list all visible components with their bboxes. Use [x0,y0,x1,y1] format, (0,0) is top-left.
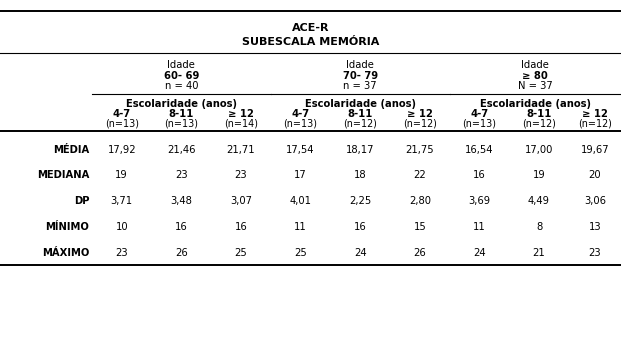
Text: ≥ 80: ≥ 80 [522,71,548,81]
Text: 21: 21 [533,248,545,258]
Text: 17,92: 17,92 [107,144,136,155]
Text: 8-11: 8-11 [527,109,551,119]
Text: 17,54: 17,54 [286,144,315,155]
Text: 2,25: 2,25 [349,196,371,206]
Text: 60- 69: 60- 69 [164,71,199,81]
Text: 23: 23 [175,170,188,181]
Text: 19: 19 [533,170,545,181]
Text: 4-7: 4-7 [291,109,310,119]
Text: Escolaridade (anos): Escolaridade (anos) [126,99,237,109]
Text: 23: 23 [235,170,247,181]
Text: 13: 13 [589,222,601,232]
Text: 26: 26 [414,248,426,258]
Text: 8: 8 [536,222,542,232]
Text: Escolaridade (anos): Escolaridade (anos) [480,99,591,109]
Text: ≥ 12: ≥ 12 [582,109,608,119]
Text: 18: 18 [354,170,366,181]
Text: (n=12): (n=12) [403,119,437,129]
Text: 25: 25 [294,248,307,258]
Text: 8-11: 8-11 [348,109,373,119]
Text: 4,01: 4,01 [289,196,312,206]
Text: 4,49: 4,49 [528,196,550,206]
Text: Idade: Idade [347,60,374,71]
Text: 10: 10 [116,222,128,232]
Text: 11: 11 [294,222,307,232]
Text: Idade: Idade [168,60,195,71]
Text: (n=14): (n=14) [224,119,258,129]
Text: (n=12): (n=12) [578,119,612,129]
Text: 24: 24 [473,248,486,258]
Text: 24: 24 [354,248,366,258]
Text: 15: 15 [414,222,426,232]
Text: N = 37: N = 37 [518,81,553,91]
Text: 4-7: 4-7 [112,109,131,119]
Text: n = 40: n = 40 [165,81,198,91]
Text: 16,54: 16,54 [465,144,494,155]
Text: (n=12): (n=12) [343,119,377,129]
Text: 22: 22 [414,170,426,181]
Text: 21,75: 21,75 [406,144,434,155]
Text: 3,06: 3,06 [584,196,606,206]
Text: 16: 16 [235,222,247,232]
Text: 21,46: 21,46 [167,144,196,155]
Text: (n=13): (n=13) [165,119,198,129]
Text: ≥ 12: ≥ 12 [407,109,433,119]
Text: MÁXIMO: MÁXIMO [42,248,89,258]
Text: 4-7: 4-7 [470,109,489,119]
Text: (n=12): (n=12) [522,119,556,129]
Text: 25: 25 [235,248,247,258]
Text: 21,71: 21,71 [227,144,255,155]
Text: 19: 19 [116,170,128,181]
Text: 23: 23 [589,248,601,258]
Text: MÍNIMO: MÍNIMO [45,222,89,232]
Text: 23: 23 [116,248,128,258]
Text: SUBESCALA MEMÓRIA: SUBESCALA MEMÓRIA [242,37,379,47]
Text: (n=13): (n=13) [284,119,317,129]
Text: 18,17: 18,17 [346,144,374,155]
Text: ≥ 12: ≥ 12 [228,109,254,119]
Text: 16: 16 [354,222,366,232]
Text: 8-11: 8-11 [169,109,194,119]
Text: 3,48: 3,48 [170,196,193,206]
Text: 2,80: 2,80 [409,196,431,206]
Text: MÉDIA: MÉDIA [53,144,89,155]
Text: 3,69: 3,69 [468,196,491,206]
Text: 3,07: 3,07 [230,196,252,206]
Text: (n=13): (n=13) [105,119,138,129]
Text: DP: DP [74,196,89,206]
Text: MEDIANA: MEDIANA [37,170,89,181]
Text: (n=13): (n=13) [463,119,496,129]
Text: 11: 11 [473,222,486,232]
Text: ACE-R: ACE-R [292,23,329,33]
Text: 16: 16 [175,222,188,232]
Text: 26: 26 [175,248,188,258]
Text: 16: 16 [473,170,486,181]
Text: 3,71: 3,71 [111,196,133,206]
Text: 70- 79: 70- 79 [343,71,378,81]
Text: n = 37: n = 37 [343,81,377,91]
Text: 20: 20 [589,170,601,181]
Text: 17: 17 [294,170,307,181]
Text: Escolaridade (anos): Escolaridade (anos) [305,99,415,109]
Text: Idade: Idade [522,60,549,71]
Text: 17,00: 17,00 [525,144,553,155]
Text: 19,67: 19,67 [581,144,609,155]
